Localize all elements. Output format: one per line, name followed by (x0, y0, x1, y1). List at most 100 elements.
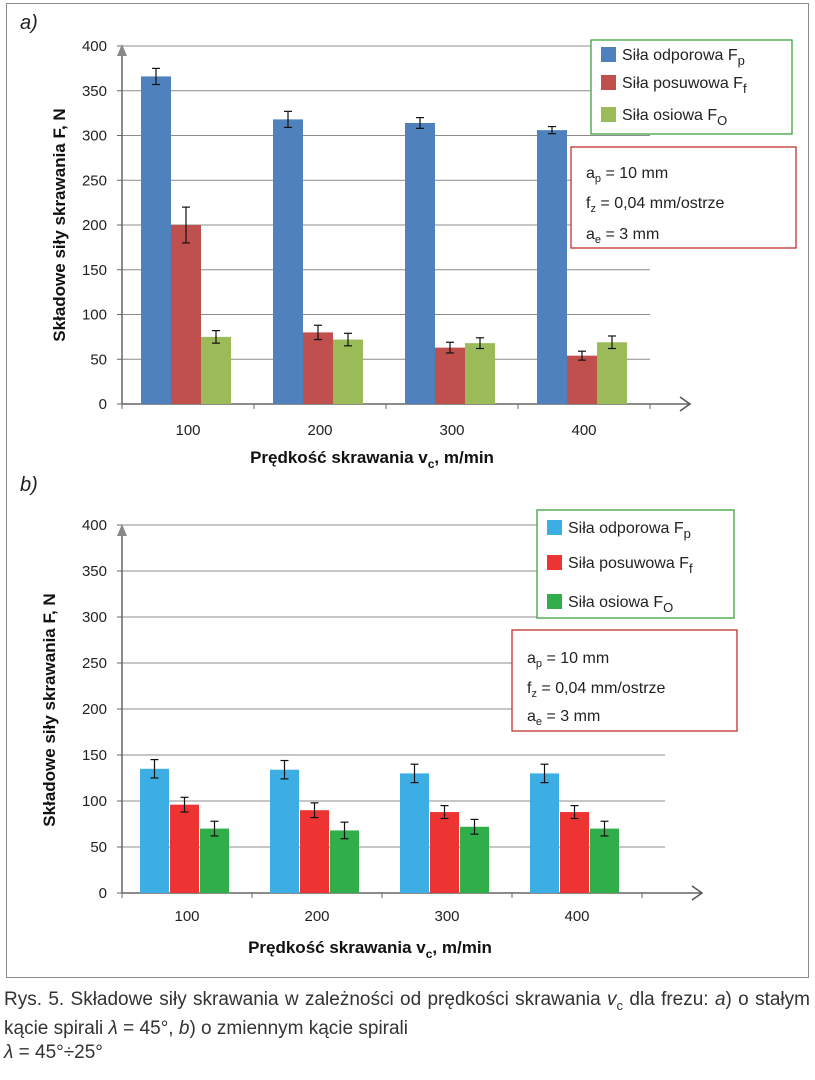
caption-lambda-2: λ (4, 1041, 14, 1063)
y-tick-label: 400 (82, 517, 107, 534)
legend-label-main: Siła odporowa F (568, 520, 684, 537)
caption-v: v (607, 989, 617, 1010)
legend-swatch (601, 47, 616, 62)
bar (465, 343, 495, 404)
params-box (570, 146, 797, 249)
caption-text-2: dla frezu: (623, 989, 715, 1010)
caption-text-3: ) o stałym kącie spirali (4, 989, 810, 1040)
bar (273, 119, 303, 404)
y-tick-label: 50 (90, 839, 107, 856)
x-axis-label-tail: , m/min (432, 938, 492, 957)
param-line: ap = 10 mm (527, 650, 609, 670)
x-axis-label: Prędkość skrawania vc, m/min (250, 448, 494, 471)
x-axis-label-tail: , m/min (434, 448, 494, 467)
x-tick-label: 400 (564, 908, 589, 925)
param-symbol: a (527, 650, 536, 667)
legend-label-main: Siła odporowa F (622, 47, 738, 64)
caption-text-4: = 45°, (117, 1018, 179, 1040)
y-tick-label: 0 (99, 396, 107, 413)
y-tick-label: 400 (82, 38, 107, 55)
param-line: ae = 3 mm (586, 226, 659, 246)
bar (460, 826, 489, 893)
bar (567, 355, 597, 404)
bar (200, 828, 229, 893)
y-tick-label: 150 (82, 747, 107, 764)
param-value: = 10 mm (601, 165, 668, 182)
y-tick-label: 300 (82, 128, 107, 145)
legend-swatch (601, 107, 616, 122)
bar (597, 342, 627, 404)
x-axis-label-sub: c (428, 457, 435, 471)
legend-label-main: Siła posuwowa F (568, 555, 689, 572)
bar (171, 225, 201, 404)
param-sub: e (536, 716, 542, 728)
legend-label-sub: p (738, 53, 745, 68)
y-axis-label: Składowe siły skrawania F, N (40, 593, 59, 826)
x-axis-arrow (679, 396, 692, 412)
y-tick-label: 200 (82, 217, 107, 234)
legend-label: Siła posuwowa Ff (622, 75, 747, 96)
legend-swatch (601, 75, 616, 90)
caption-v-sub: c (616, 997, 624, 1013)
x-tick-label: 200 (307, 422, 332, 439)
bar (141, 76, 171, 405)
legend-swatch (547, 555, 562, 570)
y-tick-label: 300 (82, 609, 107, 626)
chart-a: 0 50 100 150 200 250 300 350 400 100 200 300 400 Skła… (50, 38, 797, 471)
param-sub: p (595, 173, 601, 185)
x-axis-label-sub: c (426, 947, 433, 961)
y-axis-arrow (117, 44, 127, 56)
caption-lambda-1: λ (108, 1018, 118, 1040)
bar (400, 773, 429, 893)
legend-label: Siła odporowa Fp (622, 47, 745, 68)
param-line: fz = 0,04 mm/ostrze (586, 195, 725, 215)
x-tick-label: 100 (174, 908, 199, 925)
bar (270, 769, 299, 893)
caption-text-5: ) o zmiennym kącie spirali (189, 1018, 409, 1040)
bar (170, 804, 199, 893)
panel-a-letter: a) (20, 12, 38, 34)
legend-label: Siła posuwowa Ff (568, 555, 693, 576)
x-tick-label: 100 (175, 422, 200, 439)
y-tick-label: 350 (82, 563, 107, 580)
param-value: = 0,04 mm/ostrze (596, 195, 725, 212)
panel-b-letter: b) (20, 474, 38, 496)
bar (530, 773, 559, 893)
x-tick-label: 400 (571, 422, 596, 439)
caption-text-1: Rys. 5. Składowe siły skrawania w zależn… (4, 989, 608, 1010)
param-sub: z (590, 203, 596, 215)
y-axis-arrow (117, 524, 127, 536)
param-value: = 0,04 mm/ostrze (537, 680, 666, 697)
param-value: = 3 mm (601, 226, 659, 243)
bar (303, 332, 333, 404)
caption-text-6: = 45°÷25° (13, 1041, 103, 1063)
figure-caption: Rys. 5. Składowe siły skrawania w zależn… (4, 988, 810, 1064)
bar (140, 768, 169, 893)
legend-label-main: Siła osiowa F (622, 107, 717, 124)
y-tick-label: 200 (82, 701, 107, 718)
x-axis-label-main: Prędkość skrawania v (248, 938, 426, 957)
param-symbol: f (527, 680, 532, 697)
param-value: = 10 mm (542, 650, 609, 667)
param-symbol: a (527, 708, 536, 725)
legend-label-sub: O (663, 600, 673, 615)
legend-box (590, 39, 793, 135)
caption-b: b (178, 1018, 190, 1040)
x-axis-arrow (691, 885, 704, 901)
caption-a: a (714, 989, 726, 1010)
param-sub: z (531, 688, 537, 700)
x-axis-label-main: Prędkość skrawania v (250, 448, 428, 467)
legend-label: Siła osiowa FO (622, 107, 727, 128)
x-axis-label: Prędkość skrawania vc, m/min (248, 938, 492, 961)
y-tick-label: 250 (82, 172, 107, 189)
legend-box (536, 509, 735, 619)
bar (435, 347, 465, 404)
legend-swatch (547, 520, 562, 535)
params-box (511, 629, 738, 732)
param-value: = 3 mm (542, 708, 600, 725)
bar (201, 336, 231, 404)
param-line: fz = 0,04 mm/ostrze (527, 680, 666, 700)
y-tick-label: 250 (82, 655, 107, 672)
legend-label-sub: O (717, 113, 727, 128)
bar (300, 810, 329, 893)
